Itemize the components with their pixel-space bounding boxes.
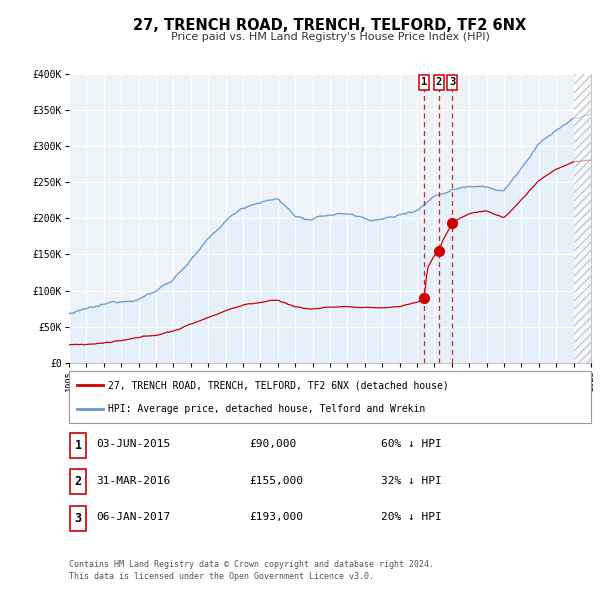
Text: 60% ↓ HPI: 60% ↓ HPI bbox=[381, 440, 442, 449]
FancyBboxPatch shape bbox=[419, 75, 429, 90]
Text: 32% ↓ HPI: 32% ↓ HPI bbox=[381, 476, 442, 486]
Text: 1: 1 bbox=[421, 77, 427, 87]
FancyBboxPatch shape bbox=[70, 506, 86, 530]
Text: 1: 1 bbox=[74, 439, 82, 452]
Text: £193,000: £193,000 bbox=[249, 513, 303, 522]
Text: 27, TRENCH ROAD, TRENCH, TELFORD, TF2 6NX (detached house): 27, TRENCH ROAD, TRENCH, TELFORD, TF2 6N… bbox=[108, 380, 449, 390]
FancyBboxPatch shape bbox=[70, 433, 86, 457]
Text: HPI: Average price, detached house, Telford and Wrekin: HPI: Average price, detached house, Telf… bbox=[108, 404, 425, 414]
Text: 3: 3 bbox=[449, 77, 455, 87]
FancyBboxPatch shape bbox=[70, 470, 86, 494]
Text: 27, TRENCH ROAD, TRENCH, TELFORD, TF2 6NX: 27, TRENCH ROAD, TRENCH, TELFORD, TF2 6N… bbox=[133, 18, 527, 32]
FancyBboxPatch shape bbox=[434, 75, 443, 90]
Bar bbox=[574, 74, 591, 363]
Text: 20% ↓ HPI: 20% ↓ HPI bbox=[381, 513, 442, 522]
Text: £155,000: £155,000 bbox=[249, 476, 303, 486]
Text: 03-JUN-2015: 03-JUN-2015 bbox=[96, 440, 170, 449]
Text: 06-JAN-2017: 06-JAN-2017 bbox=[96, 513, 170, 522]
FancyBboxPatch shape bbox=[447, 75, 457, 90]
Text: Contains HM Land Registry data © Crown copyright and database right 2024.
This d: Contains HM Land Registry data © Crown c… bbox=[69, 560, 434, 581]
Text: 2: 2 bbox=[74, 476, 82, 489]
Text: Price paid vs. HM Land Registry's House Price Index (HPI): Price paid vs. HM Land Registry's House … bbox=[170, 32, 490, 42]
Text: 2: 2 bbox=[436, 77, 442, 87]
Text: £90,000: £90,000 bbox=[249, 440, 296, 449]
FancyBboxPatch shape bbox=[69, 371, 591, 423]
Text: 3: 3 bbox=[74, 512, 82, 525]
Text: 31-MAR-2016: 31-MAR-2016 bbox=[96, 476, 170, 486]
